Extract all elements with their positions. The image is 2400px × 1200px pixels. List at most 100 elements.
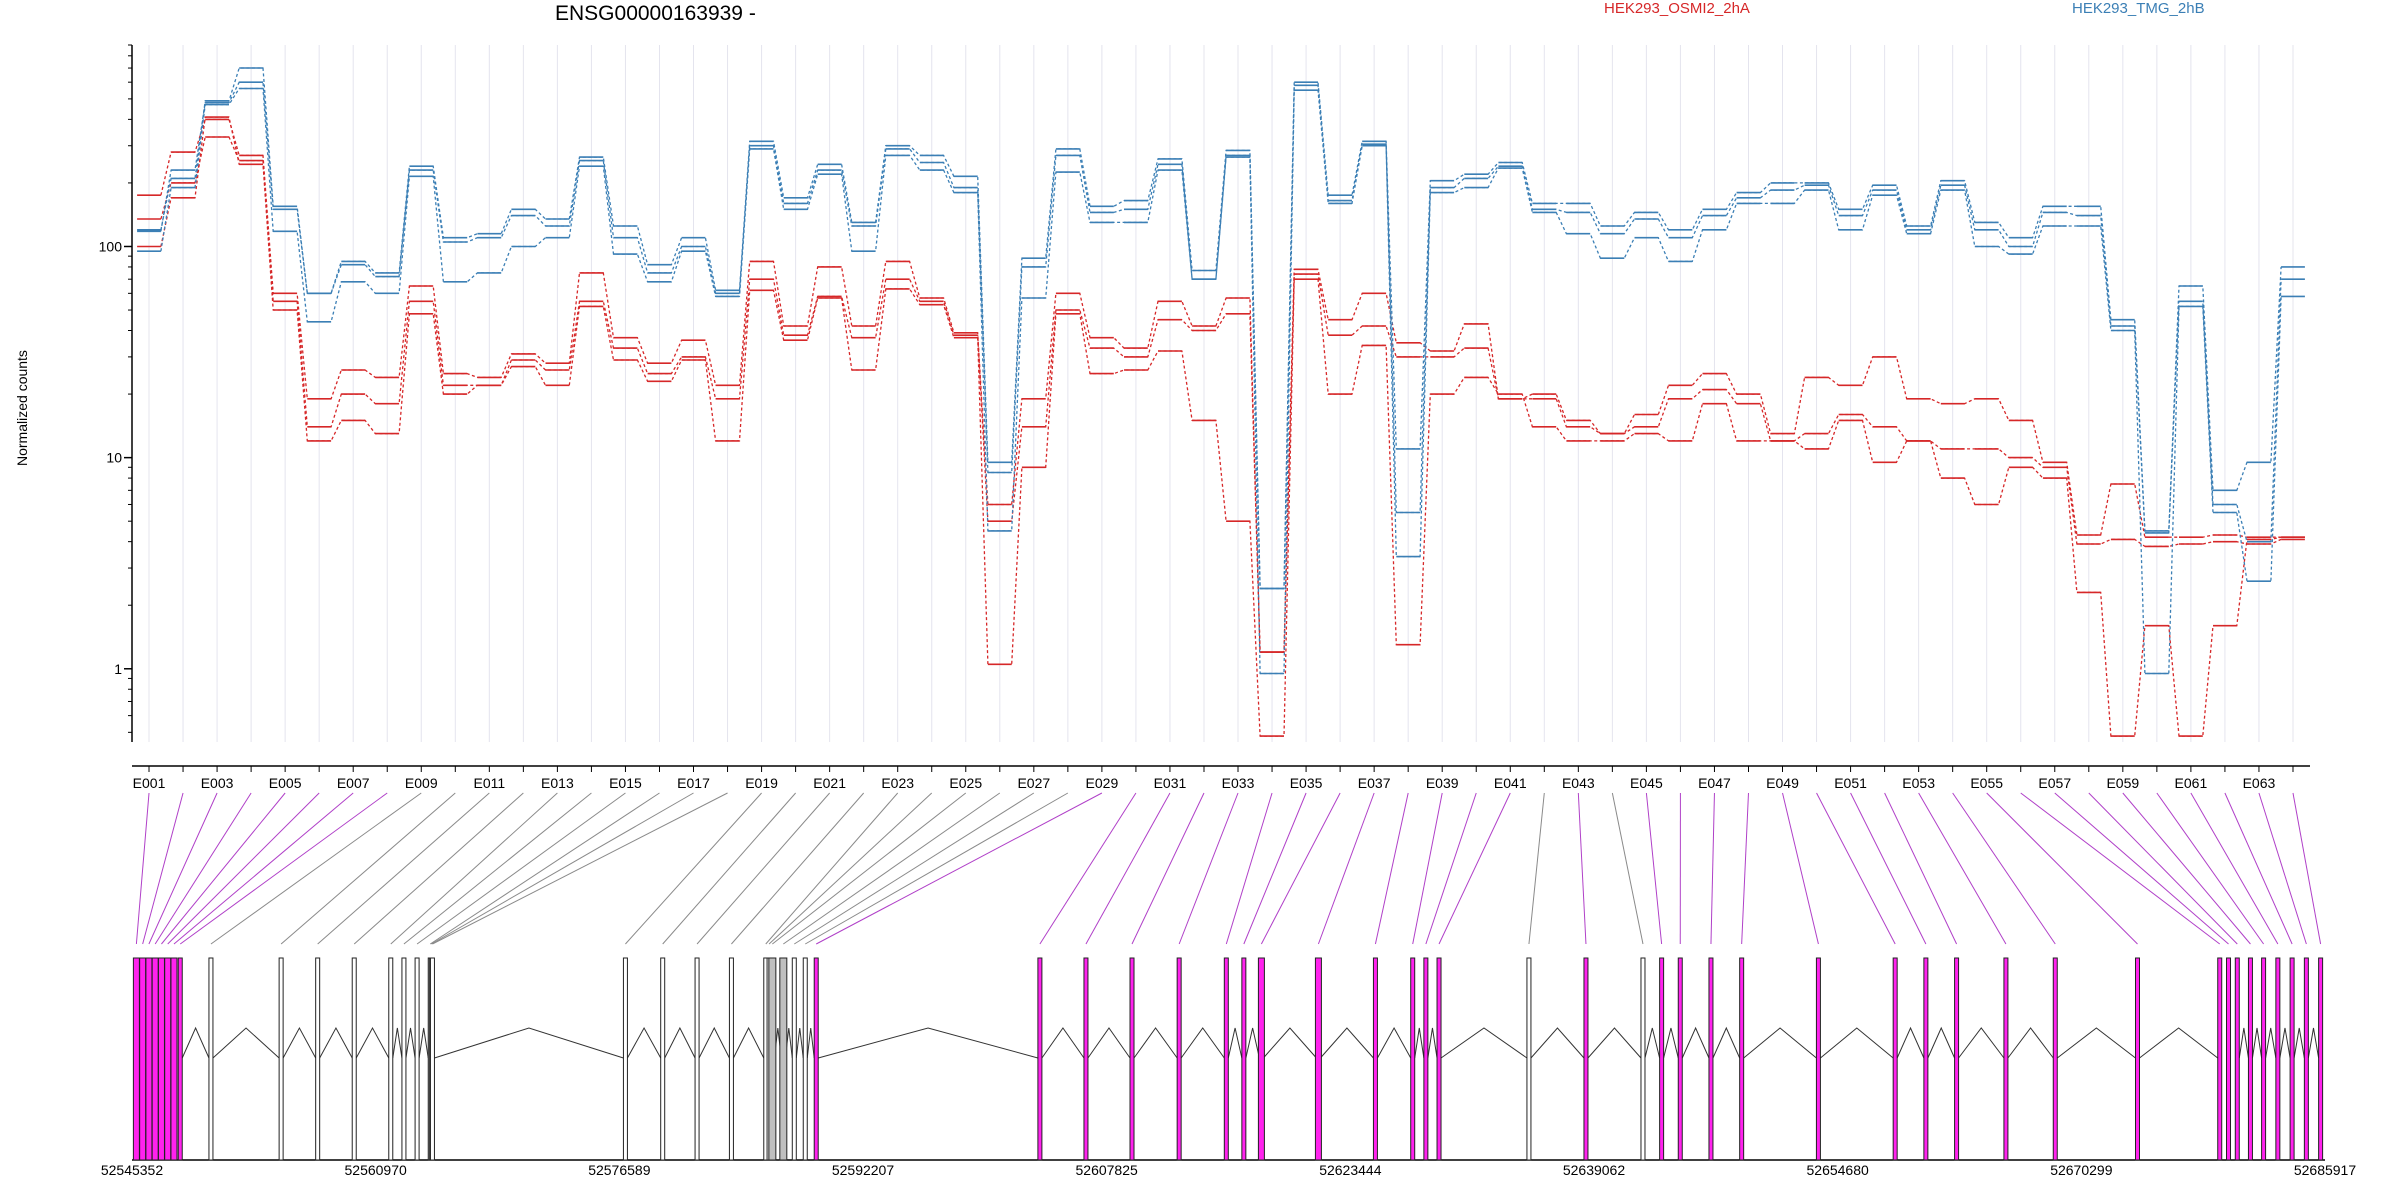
exon-connector	[2088, 792, 2238, 945]
exon-connector	[2224, 792, 2293, 945]
exon-connector	[179, 792, 388, 945]
exon-box	[132, 957, 140, 1161]
exon-connector	[1131, 792, 1205, 945]
intron	[1440, 1027, 1528, 1059]
intron	[818, 1027, 1039, 1059]
exon-connector	[1178, 792, 1239, 945]
exon-connector	[1710, 792, 1715, 945]
exon-connector	[765, 792, 899, 945]
exon-connector	[416, 792, 626, 945]
exon-connector	[794, 792, 1035, 945]
exon-box	[2003, 957, 2009, 1161]
exon-connector	[1374, 792, 1409, 945]
exon-box	[791, 957, 797, 1161]
intron	[1320, 1027, 1374, 1059]
intron	[1180, 1027, 1225, 1059]
intron	[1245, 1027, 1260, 1059]
exon-box	[622, 957, 628, 1161]
exon-connector	[1317, 792, 1375, 945]
genome-tick-label: 52560970	[345, 1162, 408, 1178]
exon-connector	[431, 792, 694, 945]
exon-connector	[1816, 792, 1896, 945]
intron	[1927, 1026, 1956, 1059]
exon-connector	[2054, 792, 2229, 945]
exon-box	[388, 957, 394, 1161]
exon-connector	[432, 792, 728, 945]
exon-box	[2247, 957, 2253, 1161]
exon-box	[768, 957, 777, 1161]
chart-title: ENSG00000163939 -	[555, 2, 756, 25]
x-tick-label: E007	[337, 775, 370, 791]
x-tick-label: E057	[2038, 775, 2071, 791]
intron	[2265, 1027, 2277, 1059]
genome-tick-label: 52607825	[1076, 1162, 1139, 1178]
genome-tick-label: 52623444	[1319, 1162, 1382, 1178]
exon-connector	[1528, 792, 1545, 945]
exon-box	[429, 957, 435, 1161]
genome-tick-label: 52654680	[1807, 1162, 1870, 1178]
exon-connector	[161, 792, 286, 945]
intron	[2279, 1027, 2291, 1059]
legend-item-tmg: HEK293_TMG_2hB	[2072, 0, 2205, 17]
x-tick-label: E025	[949, 775, 982, 791]
exon-connector	[210, 792, 422, 945]
grid-lines	[148, 45, 2294, 742]
exon-box	[1436, 957, 1442, 1161]
exon-connector	[1611, 792, 1644, 945]
genome-tick-label: 52592207	[832, 1162, 895, 1178]
exon-box	[1423, 957, 1429, 1161]
x-tick-label: E027	[1017, 775, 1050, 791]
exon-box	[1708, 957, 1714, 1161]
exon-box	[1129, 957, 1135, 1161]
x-tick-label: E023	[881, 775, 914, 791]
exon-box	[157, 957, 165, 1161]
exon-connector	[1645, 792, 1663, 945]
axes: 1 10 100 E001 E003 E005 E007 E009 E011 E013 E015 E0…	[99, 44, 2310, 791]
exon-box	[139, 957, 147, 1161]
exon-connector	[662, 792, 796, 945]
x-tick-label: E037	[1358, 775, 1391, 791]
exon-connector	[1952, 792, 2056, 945]
intron	[1263, 1027, 1317, 1059]
exon-connector	[2156, 792, 2265, 945]
exon-connector	[1782, 792, 1819, 945]
intron	[1712, 1026, 1741, 1059]
exon-box	[414, 957, 420, 1161]
intron	[1133, 1027, 1178, 1059]
exon-connector	[1085, 792, 1171, 945]
x-tick-label: E031	[1154, 775, 1187, 791]
intron	[2307, 1027, 2320, 1059]
exon-box	[1954, 957, 1960, 1161]
x-tick-label: E005	[269, 775, 302, 791]
exon-box	[1677, 957, 1683, 1161]
intron	[2056, 1027, 2136, 1059]
intron	[626, 1026, 662, 1059]
intron	[418, 1027, 429, 1059]
exon-connector	[1577, 792, 1587, 945]
exon-box	[2134, 957, 2140, 1161]
series-line-connector	[160, 87, 2282, 675]
x-tick-label: E055	[1970, 775, 2003, 791]
exon-connector	[280, 792, 456, 945]
x-tick-label: E035	[1290, 775, 1323, 791]
intron	[2007, 1027, 2054, 1059]
exon-connector	[1260, 792, 1341, 945]
exon-box	[401, 957, 407, 1161]
exon-box	[1526, 957, 1532, 1161]
exon-connector	[353, 792, 524, 945]
exon-box	[779, 957, 788, 1161]
exon-connector	[135, 792, 150, 945]
x-tick-label: E021	[813, 775, 846, 791]
exon-connector	[1243, 792, 1307, 945]
exon-box	[2303, 957, 2309, 1161]
exon-box	[1640, 957, 1646, 1161]
intron	[1427, 1027, 1438, 1059]
x-tick-label: E061	[2175, 775, 2208, 791]
genome-tick-label: 52545352	[101, 1162, 164, 1178]
intron	[1663, 1027, 1679, 1059]
exon-box	[351, 957, 357, 1161]
exon-box	[1892, 957, 1898, 1161]
x-tick-label: E015	[609, 775, 642, 791]
y-tick-label: 10	[106, 450, 122, 466]
exon-connector	[1412, 792, 1443, 945]
